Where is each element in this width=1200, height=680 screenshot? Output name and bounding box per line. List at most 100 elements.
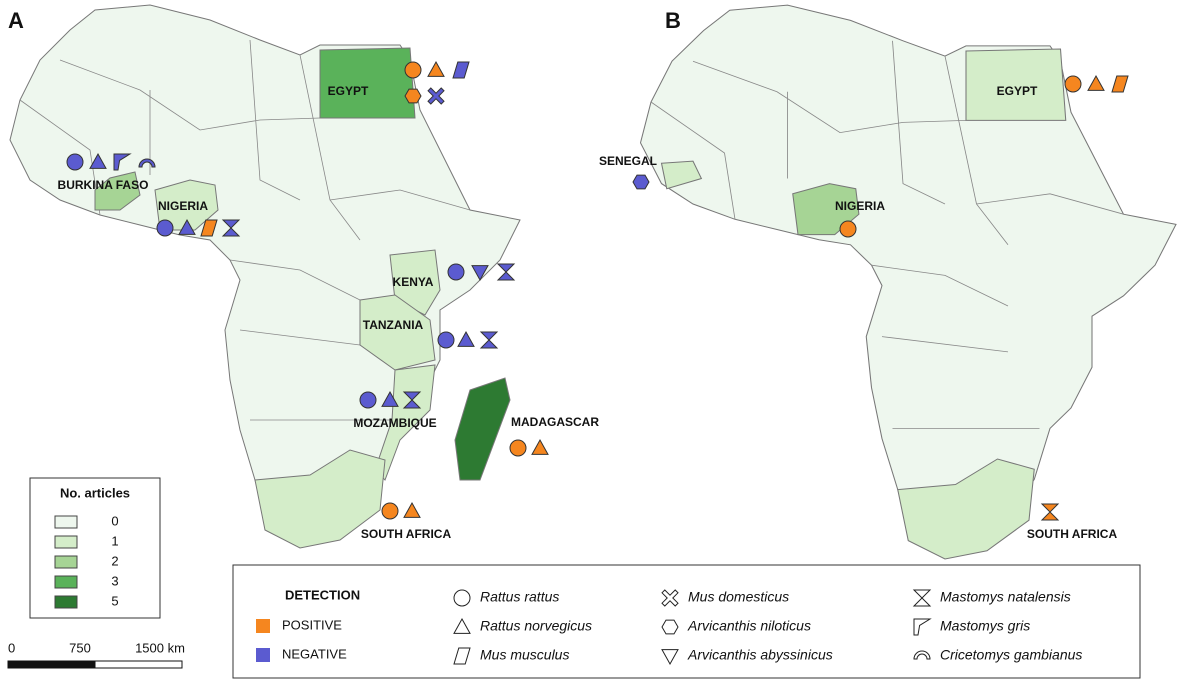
panel-label: B (665, 8, 681, 33)
species-marker (479, 331, 499, 349)
scale-label: 750 (69, 640, 91, 655)
legend-label: 0 (111, 513, 118, 528)
legend-label: 1 (111, 533, 118, 548)
scale-bar-white (94, 660, 183, 669)
legend-box (29, 477, 161, 619)
country-label: BURKINA FASO (58, 178, 149, 192)
country (319, 47, 416, 119)
species-marker (178, 218, 196, 235)
species-marker (1087, 74, 1105, 91)
country (374, 364, 436, 481)
species-marker (1111, 75, 1129, 93)
detection-swatch (256, 619, 270, 633)
country (389, 249, 441, 316)
species-marker (452, 61, 470, 79)
borders (650, 40, 1124, 429)
species-marker (427, 60, 445, 77)
legend-swatch (54, 515, 78, 529)
country (965, 48, 1067, 121)
legend-swatch (54, 535, 78, 549)
species-marker (509, 439, 527, 457)
country-label: SOUTH AFRICA (1027, 527, 1118, 541)
species-name: Mastomys gris (940, 618, 1030, 634)
legend-swatch (54, 595, 78, 609)
borders (19, 39, 471, 421)
species-symbol (453, 617, 471, 634)
species-marker (404, 88, 422, 104)
country (897, 458, 1035, 560)
scale-label: 1500 km (135, 640, 185, 655)
country (792, 183, 860, 236)
country-label: NIGERIA (158, 199, 208, 213)
country-label: TANZANIA (363, 318, 424, 332)
species-symbol (912, 589, 932, 607)
species-symbol (661, 589, 679, 607)
species-marker (427, 87, 445, 105)
species-name: Rattus norvegicus (480, 618, 592, 634)
country-label: MADAGASCAR (511, 415, 599, 429)
species-name: Mus musculus (480, 647, 569, 663)
species-marker (403, 501, 421, 518)
species-symbol (453, 589, 471, 607)
species-marker (447, 263, 465, 281)
country-label: MOZAMBIQUE (353, 416, 436, 430)
legend-label: 5 (111, 593, 118, 608)
species-name: Arvicanthis niloticus (687, 618, 811, 634)
species-marker (1040, 503, 1060, 521)
species-symbol (913, 650, 931, 660)
species-marker (457, 330, 475, 347)
detection-label: POSITIVE (282, 617, 342, 632)
species-name: Rattus rattus (480, 589, 559, 605)
panel-label: A (8, 8, 24, 33)
species-marker (156, 219, 174, 237)
species-legend-box (232, 564, 1141, 679)
species-name: Mastomys natalensis (940, 589, 1071, 605)
species-marker (200, 219, 218, 237)
species-marker (381, 390, 399, 407)
country (254, 449, 386, 549)
species-marker (471, 265, 489, 282)
legend-label: 2 (111, 553, 118, 568)
map-b (639, 4, 1177, 560)
species-marker (89, 152, 107, 169)
detection-label: NEGATIVE (282, 646, 347, 661)
detection-swatch (256, 648, 270, 662)
legend-label: 3 (111, 573, 118, 588)
legend-title: No. articles (60, 485, 130, 500)
country-label: SOUTH AFRICA (361, 527, 452, 541)
country (660, 160, 703, 190)
species-symbol (453, 647, 471, 665)
species-symbol (913, 618, 932, 636)
species-marker (381, 502, 399, 520)
species-marker (359, 391, 377, 409)
species-marker (113, 153, 132, 171)
species-marker (839, 220, 857, 238)
species-marker (404, 61, 422, 79)
species-marker (1064, 75, 1082, 93)
legend-swatch (54, 575, 78, 589)
species-name: Mus domesticus (688, 589, 789, 605)
species-marker (66, 153, 84, 171)
species-name: Cricetomys gambianus (940, 647, 1082, 663)
species-marker (531, 438, 549, 455)
species-marker (402, 391, 422, 409)
country-label: EGYPT (997, 84, 1038, 98)
species-marker (437, 331, 455, 349)
species-marker (496, 263, 516, 281)
species-marker (138, 158, 156, 168)
country-label: KENYA (393, 275, 434, 289)
scale-label: 0 (8, 640, 15, 655)
species-name: Arvicanthis abyssinicus (687, 647, 833, 663)
country-label: EGYPT (328, 84, 369, 98)
africa-outline (9, 4, 521, 546)
species-symbol (661, 619, 679, 635)
detection-title: DETECTION (285, 587, 360, 602)
species-marker (632, 174, 650, 190)
scale-bar-black (7, 660, 96, 669)
country (359, 294, 436, 371)
legend-swatch (54, 555, 78, 569)
country-label: SENEGAL (599, 154, 657, 168)
map-a (9, 4, 521, 549)
country (94, 171, 141, 211)
